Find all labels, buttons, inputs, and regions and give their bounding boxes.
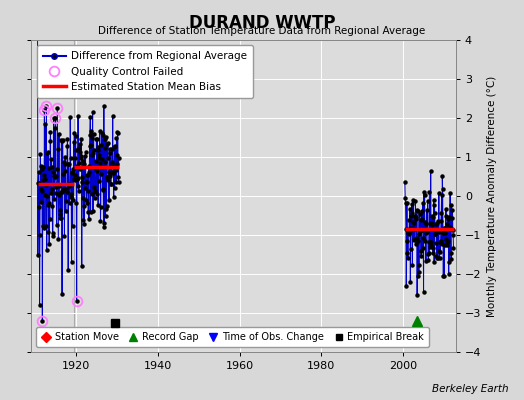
- Text: DURAND WWTP: DURAND WWTP: [189, 14, 335, 32]
- Legend: Station Move, Record Gap, Time of Obs. Change, Empirical Break: Station Move, Record Gap, Time of Obs. C…: [36, 328, 429, 347]
- Text: Difference of Station Temperature Data from Regional Average: Difference of Station Temperature Data f…: [99, 26, 425, 36]
- Text: Berkeley Earth: Berkeley Earth: [432, 384, 508, 394]
- Y-axis label: Monthly Temperature Anomaly Difference (°C): Monthly Temperature Anomaly Difference (…: [487, 75, 497, 317]
